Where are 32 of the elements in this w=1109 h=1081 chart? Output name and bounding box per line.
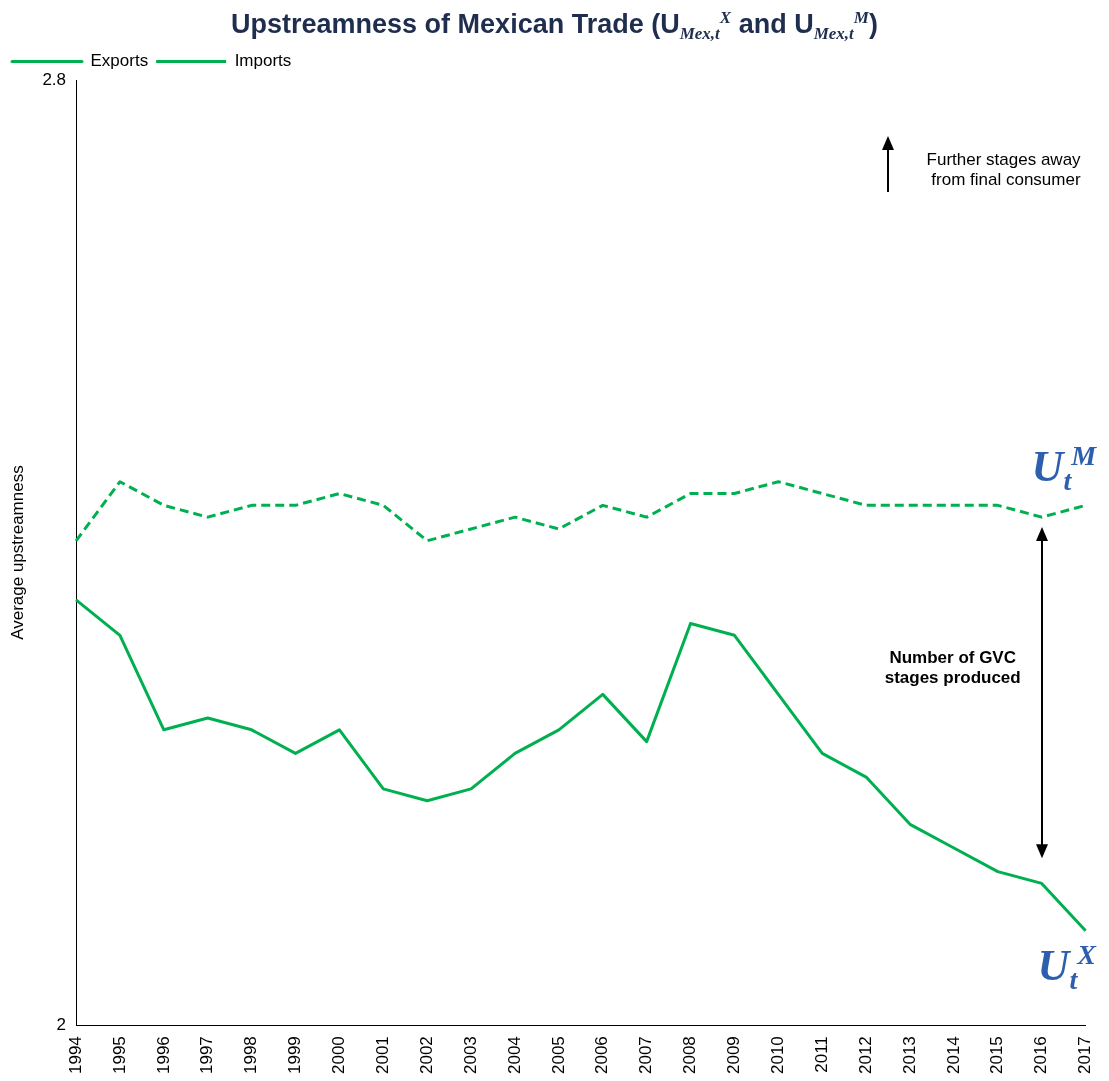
annotation: Number of GVC stages produced [883, 647, 1022, 688]
x-tick-label: 2004 [504, 1036, 524, 1075]
x-tick-label: 2010 [768, 1036, 788, 1075]
x-tick-label: 2012 [855, 1036, 875, 1075]
legend-label: Exports [90, 51, 149, 71]
x-tick-label: 1998 [241, 1036, 261, 1075]
y-axis-title: Average upstreamness [7, 465, 27, 640]
legend-label: Imports [234, 51, 292, 71]
x-tick-label: 1999 [285, 1036, 305, 1075]
x-tick-label: 1994 [65, 1036, 85, 1075]
x-tick-label: 2017 [1075, 1036, 1095, 1075]
x-tick-label: 1995 [109, 1036, 129, 1075]
annotation: Further stages away from final consumer [925, 150, 1081, 190]
y-tick-label: 2.8 [42, 69, 67, 89]
x-tick-label: 2005 [548, 1036, 568, 1075]
x-tick-label: 2015 [987, 1036, 1007, 1075]
x-tick-label: 2014 [943, 1036, 963, 1075]
chart-title: Upstreamness of Mexican Trade (U$_{Mex,t}$$^{X}$ and U$_{Mex,t}$$^{M}$) [230, 8, 879, 45]
x-tick-label: 2001 [372, 1036, 392, 1075]
x-tick-label: 1997 [197, 1036, 217, 1075]
x-tick-label: 2013 [899, 1036, 919, 1075]
x-tick-label: 2003 [460, 1036, 480, 1075]
x-tick-label: 2002 [416, 1036, 436, 1075]
x-tick-label: 2007 [636, 1036, 656, 1075]
x-tick-label: 2016 [1031, 1036, 1051, 1075]
x-tick-label: 2011 [811, 1036, 831, 1073]
x-tick-label: 2000 [329, 1036, 349, 1075]
x-tick-label: 2009 [724, 1036, 744, 1075]
x-tick-label: 2008 [680, 1036, 700, 1075]
x-tick-label: 2006 [592, 1036, 612, 1075]
x-tick-label: 1996 [153, 1036, 173, 1075]
y-tick-label: 2 [56, 1014, 67, 1034]
